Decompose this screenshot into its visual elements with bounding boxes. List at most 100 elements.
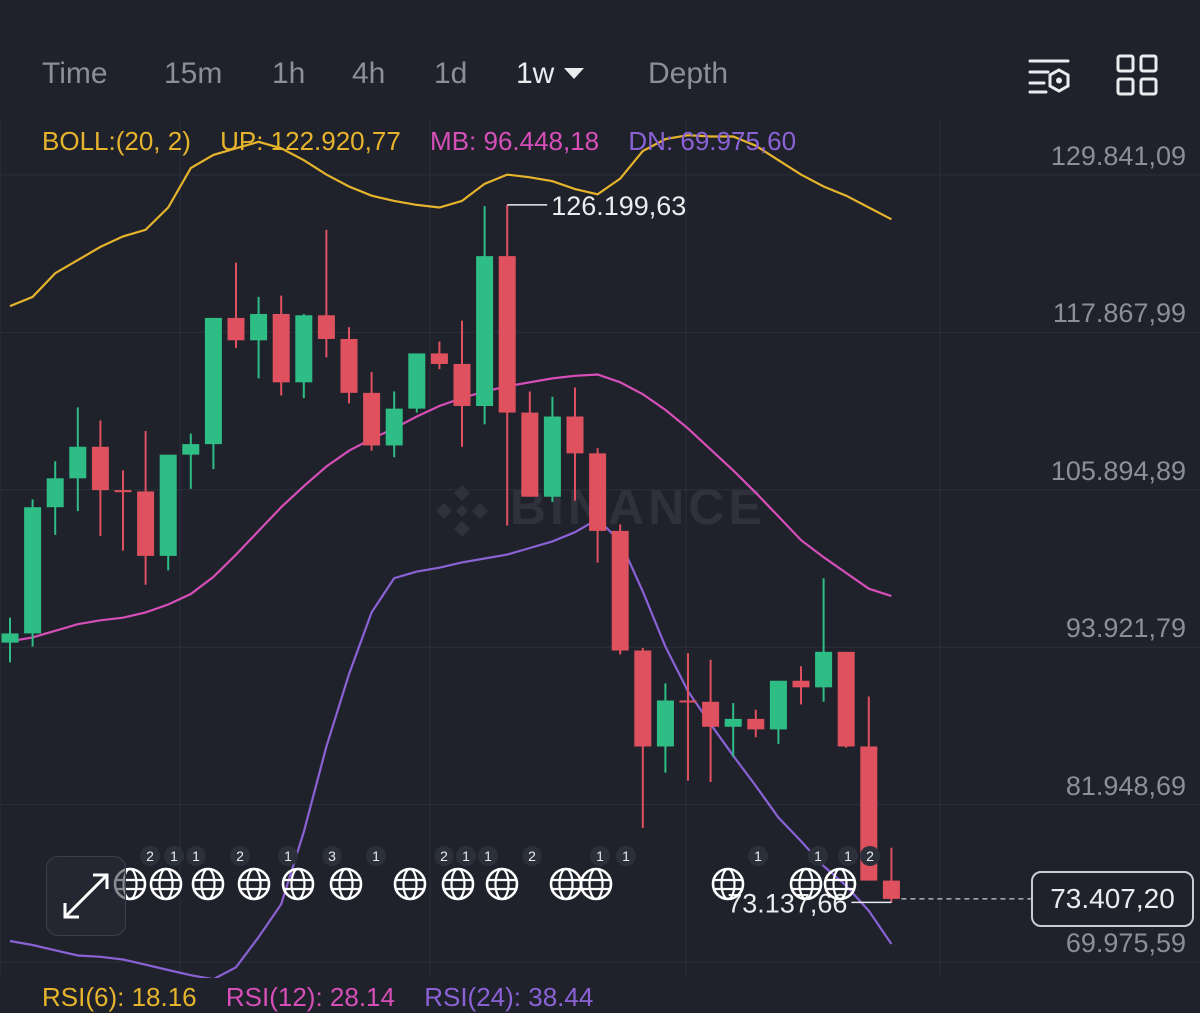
globe-icon[interactable] [822, 866, 858, 902]
tab-15m[interactable]: 15m [164, 57, 223, 90]
boll-up-value: UP: 122.920,77 [220, 126, 401, 156]
candle [837, 651, 855, 748]
boll-mb-value: MB: 96.448,18 [430, 126, 600, 156]
candle [815, 578, 833, 702]
candle [589, 448, 607, 563]
globe-icon[interactable] [710, 866, 746, 902]
candle [882, 847, 900, 903]
candle [769, 680, 787, 744]
high-price-label: 126.199,63 [551, 191, 686, 221]
rsi12-value: RSI(12): 28.14 [225, 982, 395, 1012]
news-count-badge: 2 [522, 846, 542, 866]
candle-body [114, 490, 132, 493]
candle [498, 204, 516, 526]
candle [453, 320, 471, 447]
globe-icon[interactable] [280, 866, 316, 902]
globe-icon[interactable] [190, 866, 226, 902]
y-tick-label: 129.841,09 [1050, 141, 1186, 171]
globe-icon[interactable] [236, 866, 272, 902]
candle-body [227, 317, 245, 341]
expand-icon [63, 873, 109, 919]
globe-icon[interactable] [440, 866, 476, 902]
tab-1d[interactable]: 1d [434, 57, 468, 90]
candle-body [702, 701, 720, 727]
last-price-badge: 73.407,20 [1031, 870, 1194, 927]
candle-body [724, 718, 742, 727]
candle-body [159, 454, 177, 556]
binance-logo-icon [436, 484, 488, 537]
candle [114, 470, 132, 551]
candle-body [566, 416, 584, 454]
globe-icon[interactable] [578, 866, 614, 902]
candle [385, 391, 403, 458]
rsi-legend: RSI(6): 18.16 RSI(12): 28.14 RSI(24): 38… [42, 982, 615, 1013]
candle-body [430, 353, 448, 364]
news-count-badge: 2 [230, 846, 250, 866]
candle-body [340, 338, 358, 393]
candle-body [882, 880, 900, 899]
chevron-down-icon [564, 67, 585, 79]
candle [634, 647, 652, 828]
expand-chart-button[interactable] [46, 856, 126, 936]
globe-icon[interactable] [328, 866, 364, 902]
candle-body [317, 315, 335, 339]
candle [679, 653, 697, 781]
candle-body [476, 256, 494, 407]
tab-time[interactable]: Time [42, 57, 108, 90]
candle [656, 683, 674, 773]
candle [702, 659, 720, 782]
grid-layout-icon[interactable] [1114, 52, 1160, 98]
candle-body [204, 317, 222, 445]
candle-body [46, 478, 64, 508]
timeframe-bar: Time 15m 1h 4h 1d 1w Depth [0, 0, 1200, 118]
candle-body [295, 315, 313, 383]
chart-settings-icon[interactable] [1026, 52, 1072, 98]
news-count-badge: 1 [478, 846, 498, 866]
globe-icon[interactable] [484, 866, 520, 902]
candle [363, 371, 381, 451]
news-count-badge: 3 [322, 846, 342, 866]
candle-body [1, 633, 19, 643]
candle-body [747, 718, 765, 730]
candle-body [69, 446, 87, 479]
candle-body [792, 680, 810, 688]
boll-dn-value: DN: 69.975,60 [628, 126, 797, 156]
middle-band-line [9, 373, 892, 643]
news-count-badge: 1 [808, 846, 828, 866]
news-count-badge: 1 [186, 846, 206, 866]
candle-body [408, 353, 426, 409]
chart-grid [0, 118, 1200, 978]
y-tick-label: 93.921,79 [1065, 613, 1186, 644]
candle-body [679, 700, 697, 703]
candle [430, 341, 448, 370]
tab-1w-label: 1w [516, 57, 555, 90]
candle [272, 295, 290, 396]
candle [69, 407, 87, 512]
y-tick-label: 69.975,59 [1065, 928, 1186, 958]
tab-depth[interactable]: Depth [648, 57, 729, 90]
candle [476, 206, 494, 425]
news-count-badge: 1 [164, 846, 184, 866]
candle-body [589, 453, 607, 531]
tab-1h[interactable]: 1h [272, 57, 306, 90]
boll-legend: BOLL:(20, 2) UP: 122.920,77 MB: 96.448,1… [42, 126, 818, 157]
candle-body [837, 651, 855, 747]
globe-icon[interactable] [788, 866, 824, 902]
rsi6-value: RSI(6): 18.16 [42, 982, 197, 1012]
tab-4h[interactable]: 4h [352, 57, 386, 90]
candle-body [250, 313, 268, 341]
candle [250, 296, 268, 379]
news-count-badge: 2 [140, 846, 160, 866]
candle [295, 313, 313, 399]
globe-icon[interactable] [392, 866, 428, 902]
candle [91, 420, 109, 537]
candle [340, 327, 358, 404]
upper-band-line [9, 134, 892, 308]
candles [1, 204, 900, 903]
candle [137, 430, 155, 585]
candle [408, 353, 426, 413]
candle [317, 229, 335, 358]
globe-icon[interactable] [148, 866, 184, 902]
tab-1w[interactable]: 1w [516, 56, 585, 92]
